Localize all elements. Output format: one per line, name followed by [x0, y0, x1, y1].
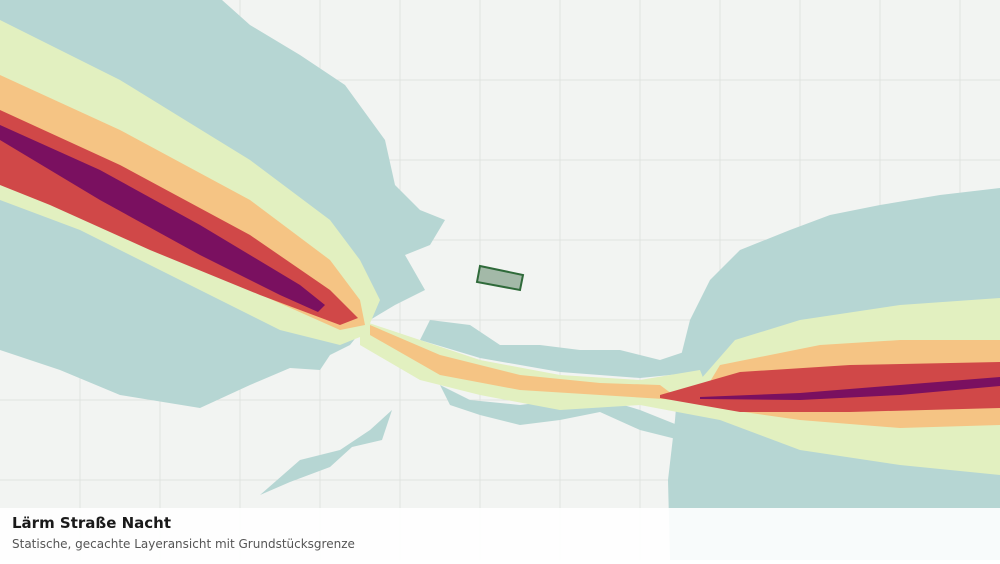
- noise-bands: [0, 20, 1000, 475]
- footer-panel: [0, 508, 1000, 560]
- map-subtitle: Statische, gecachte Layeransicht mit Gru…: [12, 537, 355, 551]
- map-title: Lärm Straße Nacht: [12, 514, 171, 532]
- parcel-boundary: [475, 264, 525, 292]
